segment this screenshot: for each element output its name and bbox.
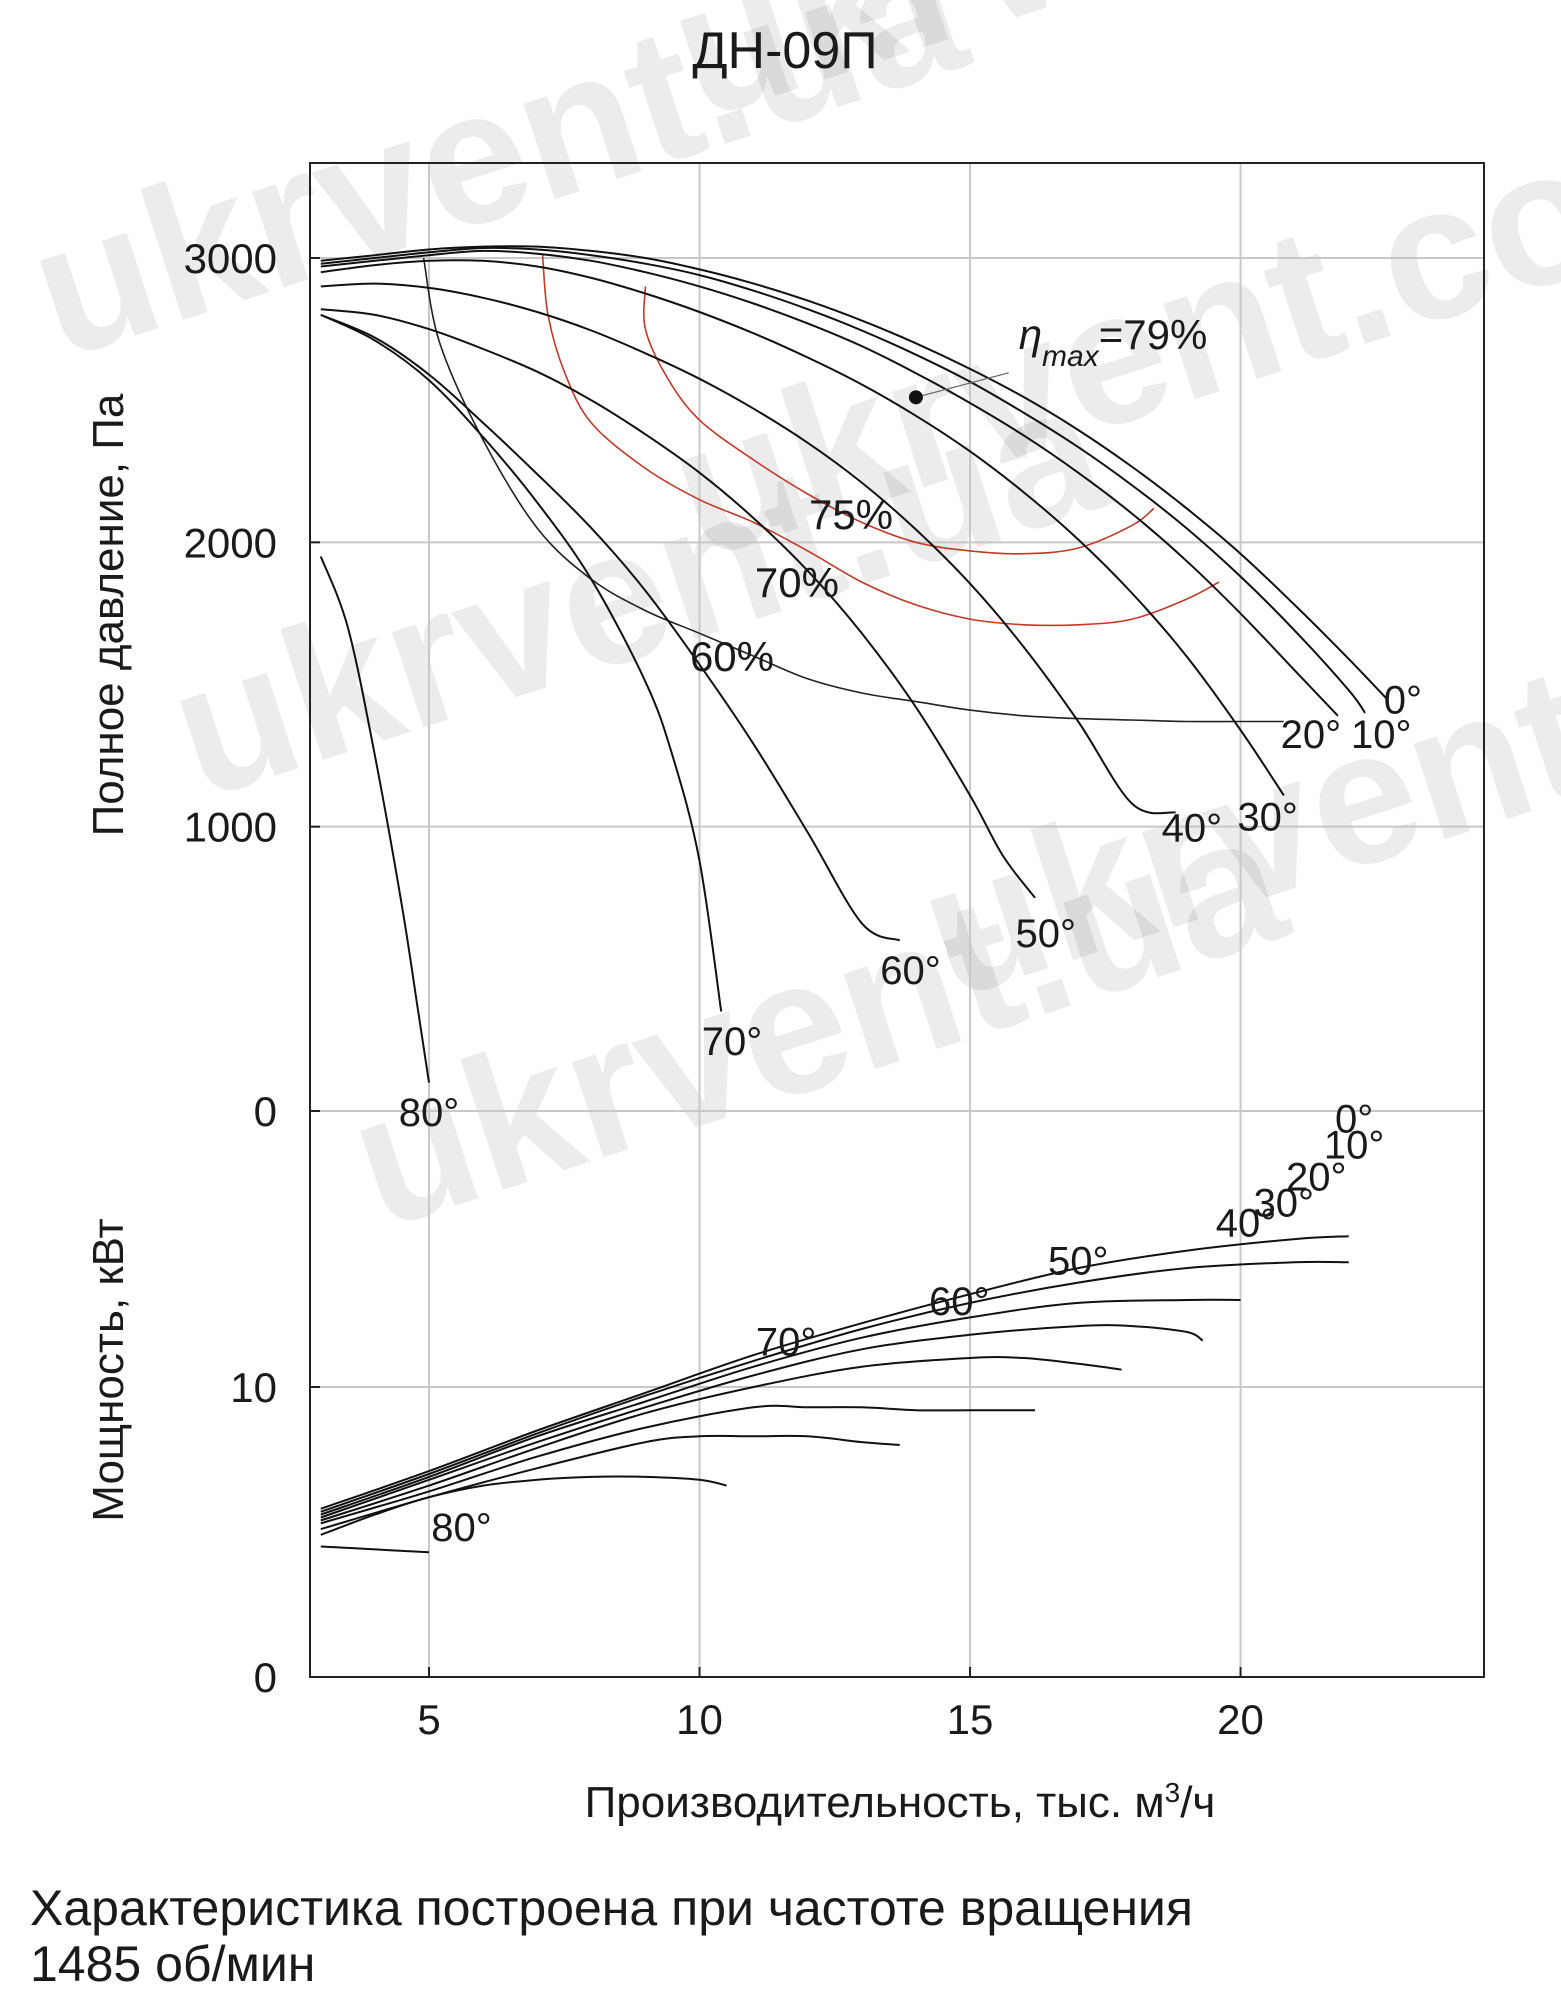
power-curve-label: 80° <box>431 1506 492 1550</box>
pressure-curve-label: 20° <box>1281 713 1342 757</box>
efficiency-label: 70% <box>755 559 839 606</box>
efficiency-line <box>643 286 1155 555</box>
power-curve <box>320 1324 1204 1519</box>
curve-layer <box>319 245 1388 1554</box>
power-curve <box>320 1356 1122 1522</box>
pressure-curve <box>320 282 1176 815</box>
power-curve-label: 60° <box>929 1280 990 1324</box>
pressure-curve <box>319 556 430 1083</box>
pressure-curve <box>320 313 723 1012</box>
pressure-curve <box>320 249 1339 717</box>
pressure-curve <box>320 308 1036 899</box>
pressure-curve <box>320 313 901 942</box>
grid-layer <box>310 163 1484 1677</box>
x-axis-label-sup: 3 <box>1165 1777 1181 1808</box>
power-curve-label: 40° <box>1216 1202 1277 1246</box>
power-curve-label: 30° <box>1254 1181 1315 1225</box>
power-axis-label: Мощность, кВт <box>84 1218 133 1521</box>
eta-max-label: ηmax=79% <box>1019 311 1208 373</box>
eta-subscript: max <box>1042 339 1100 372</box>
pressure-curve-label: 0° <box>1384 679 1422 723</box>
watermark-layer: ukrvent.uaukrvent.comukrvent.uaukrvent.c… <box>7 0 1561 1269</box>
x-tick-label: 20 <box>1217 1696 1264 1743</box>
efficiency-label: 75% <box>809 491 893 538</box>
pressure-curve-label: 50° <box>1016 912 1077 956</box>
pressure-curve-label: 80° <box>399 1091 460 1135</box>
power-curve-label: 70° <box>756 1321 817 1365</box>
x-tick-label: 10 <box>676 1696 723 1743</box>
pressure-curve <box>320 246 1366 714</box>
x-axis-label-main: Производительность, тыс. м <box>585 1778 1165 1827</box>
x-axis-label: Производительность, тыс. м3/ч <box>585 1777 1216 1828</box>
power-curve-label: 50° <box>1048 1239 1109 1283</box>
plot-frame <box>309 162 1485 1678</box>
efficiency-label: 60% <box>690 633 774 680</box>
chart-title: ДН-09П <box>692 22 877 80</box>
power-tick-label: 0 <box>254 1654 277 1701</box>
power-curve <box>320 1545 430 1554</box>
eta-symbol: η <box>1019 311 1042 358</box>
eta-max-leader <box>915 372 1009 398</box>
pressure-tick-label: 3000 <box>184 235 277 282</box>
x-axis-label-tail: /ч <box>1180 1778 1215 1827</box>
fan-performance-chart: ukrvent.uaukrvent.comukrvent.uaukrvent.c… <box>7 0 1561 1828</box>
power-curve-label: 10° <box>1324 1123 1385 1167</box>
footnote: Характеристика построена при частоте вра… <box>30 1880 1530 1992</box>
pressure-tick-label: 0 <box>254 1088 277 1135</box>
label-layer: 60%70%75%0°10°20°30°40°50°60°70°80° 0°10°… <box>399 311 1422 1550</box>
pressure-curve-label: 30° <box>1237 795 1298 839</box>
axis-layer: 5 10 15 20 0 1000 2000 3000 0 10 <box>184 235 1264 1743</box>
power-curve <box>320 1260 1349 1513</box>
power-curve-label: 0° <box>1335 1097 1373 1141</box>
pressure-curve <box>320 245 1388 700</box>
pressure-curve-label: 70° <box>702 1020 763 1064</box>
eta-max-point <box>908 390 923 405</box>
pressure-curve <box>320 259 1285 796</box>
pressure-axis-label: Полное давление, Па <box>84 393 133 836</box>
footnote-line-1: Характеристика построена при частоте вра… <box>30 1880 1193 1936</box>
power-curve <box>320 1298 1241 1516</box>
pressure-tick-label: 2000 <box>184 519 277 566</box>
power-curve <box>320 1475 727 1536</box>
pressure-curve-label: 40° <box>1162 807 1223 851</box>
pressure-curve-label: 10° <box>1351 713 1412 757</box>
efficiency-line <box>422 257 1284 723</box>
footnote-line-2: 1485 об/мин <box>30 1936 316 1992</box>
pressure-curve-label: 60° <box>880 949 941 993</box>
power-curve <box>320 1235 1349 1510</box>
power-curve <box>320 1404 1035 1525</box>
x-tick-label: 15 <box>947 1696 994 1743</box>
x-tick-label: 5 <box>417 1696 440 1743</box>
power-curve-label: 20° <box>1286 1155 1347 1199</box>
pressure-tick-label: 1000 <box>184 804 277 851</box>
eta-value: =79% <box>1099 311 1208 358</box>
power-tick-label: 10 <box>230 1364 277 1411</box>
efficiency-line <box>541 255 1220 627</box>
